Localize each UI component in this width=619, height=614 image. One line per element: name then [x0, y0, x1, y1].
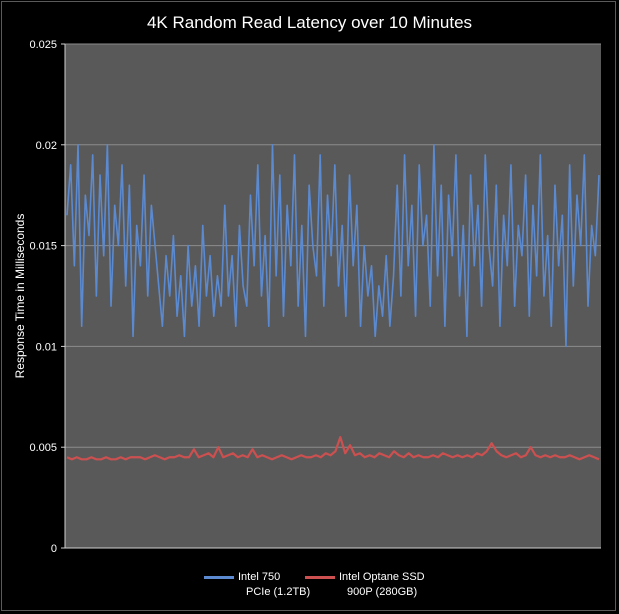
- axes: [64, 44, 601, 549]
- legend-swatch-optane: [305, 576, 335, 579]
- legend-label-line2: 900P (280GB): [347, 586, 418, 598]
- y-axis-label-text: Response Time in Milliseconds: [13, 213, 27, 379]
- chart-title: 4K Random Read Latency over 10 Minutes: [146, 13, 473, 32]
- series-line-intel-750: [66, 144, 600, 348]
- legend-item-intel-750: Intel 750 PCIe (1.2TB): [204, 570, 310, 600]
- y-tick-label: 0.01: [36, 341, 57, 353]
- legend-label-line1: Intel 750: [238, 571, 281, 583]
- series-line-optane-900p: [66, 436, 600, 461]
- y-tick-labels: 0 0.005 0.01 0.015 0.02 0.025: [29, 39, 65, 555]
- y-tick-label: 0.025: [29, 39, 57, 51]
- legend: Intel 750 PCIe (1.2TB) Intel Optane SSD …: [0, 570, 619, 610]
- legend-item-optane: Intel Optane SSD 900P (280GB): [305, 570, 425, 600]
- y-tick-label: 0.015: [29, 241, 57, 253]
- legend-label-line2: PCIe (1.2TB): [246, 586, 311, 598]
- legend-swatch-intel-750: [204, 576, 234, 579]
- legend-label-line1: Intel Optane SSD: [339, 571, 425, 583]
- y-tick-label: 0.005: [29, 442, 57, 454]
- plot-area: [65, 44, 601, 548]
- y-tick-label: 0: [51, 543, 57, 555]
- series-lines: [66, 144, 600, 461]
- y-tick-label: 0.02: [36, 140, 57, 152]
